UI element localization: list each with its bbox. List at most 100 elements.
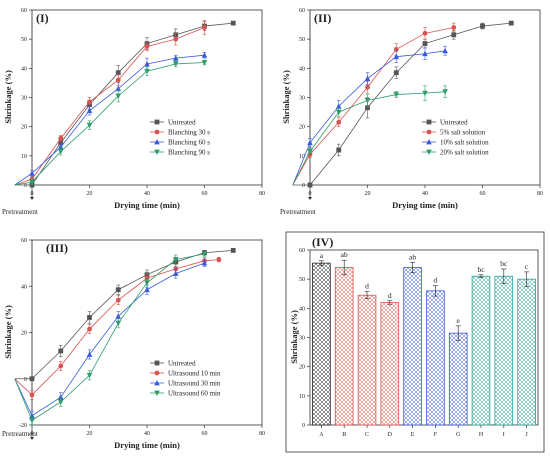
data-point	[29, 170, 35, 176]
data-point	[172, 257, 179, 263]
legend-marker	[426, 129, 432, 135]
x-tick-label: 60	[202, 431, 208, 437]
x-tick-label: I	[503, 432, 505, 438]
data-point	[144, 68, 150, 75]
bar-D	[380, 302, 400, 426]
x-tick-label: D	[388, 432, 393, 438]
bar-C	[357, 294, 377, 426]
y-tick-label: 40	[21, 66, 27, 72]
series-0	[14, 248, 236, 382]
data-point	[172, 55, 179, 61]
data-point	[115, 320, 122, 327]
legend-marker	[154, 370, 160, 376]
bar-H	[471, 275, 491, 426]
x-tick-label: G	[456, 432, 461, 438]
pretreatment-arrowhead	[308, 197, 312, 200]
y-tick-label: 30	[21, 96, 27, 102]
series-line	[14, 27, 205, 186]
data-point	[115, 313, 122, 319]
legend: Untreated Ultrasound 10 min Ultrasound 30 …	[150, 360, 221, 398]
significance-letter: ab	[341, 250, 348, 259]
x-tick-label: 60	[202, 191, 208, 197]
y-axis-title: Shrinkage (%)	[289, 310, 299, 364]
data-point	[393, 53, 400, 60]
axis-ticks: 0204060800102030405060	[21, 8, 265, 197]
data-point	[29, 417, 35, 424]
data-point	[87, 99, 92, 105]
series-2	[292, 46, 448, 186]
x-tick-label: 20	[87, 191, 93, 197]
series-layer	[14, 240, 236, 440]
y-tick-label: 60	[21, 238, 27, 244]
significance-letter: c	[525, 262, 529, 271]
data-point	[86, 122, 93, 129]
y-tick-label: 50	[21, 37, 27, 43]
data-point	[422, 30, 428, 36]
data-point	[201, 60, 208, 66]
y-tick-label: 10	[299, 394, 305, 400]
y-tick-label: 0	[24, 377, 27, 383]
series-3	[292, 85, 448, 186]
y-tick-label: 20	[21, 125, 27, 131]
data-point	[201, 251, 208, 257]
y-tick-label: 60	[21, 8, 27, 14]
legend-label: 10% salt solution	[440, 139, 489, 147]
panel-II: (II) Drying time (min) Shrinkage (%) Pre…	[280, 8, 543, 216]
x-tick-label: C	[365, 432, 369, 438]
series-line	[14, 54, 205, 186]
significance-letter: bc	[500, 259, 508, 268]
series-1	[292, 22, 457, 186]
legend-label: Blanching 90 s	[168, 149, 210, 157]
x-axis-title: Drying time (min)	[114, 200, 180, 210]
data-point	[29, 392, 35, 398]
panel-label: (II)	[314, 11, 331, 25]
data-point	[115, 297, 121, 303]
y-axis-title: Shrinkage (%)	[281, 70, 291, 124]
y-tick-label: 40	[299, 306, 305, 312]
data-point	[115, 93, 122, 100]
y-tick-label: 50	[299, 37, 305, 43]
x-tick-label: E	[411, 432, 415, 438]
plot-frame	[31, 9, 263, 186]
data-point	[172, 61, 179, 67]
data-point	[87, 315, 92, 320]
bar-B	[334, 267, 354, 426]
x-tick-label: J	[525, 432, 528, 438]
x-tick-label: 20	[87, 431, 93, 437]
significance-letter: d	[434, 276, 438, 285]
y-axis-title: Shrinkage (%)	[3, 305, 13, 359]
legend-label: Ultrasound 60 min	[168, 390, 221, 398]
data-point	[29, 376, 35, 382]
data-point	[422, 50, 428, 57]
x-tick-label: 60	[480, 191, 486, 197]
data-point	[451, 25, 457, 30]
data-point	[201, 260, 208, 266]
data-point	[422, 41, 428, 46]
data-point	[115, 85, 122, 92]
x-tick-label: 40	[422, 191, 428, 197]
y-tick-label: -20	[19, 423, 27, 429]
pretreatment-label: Pretreatment	[2, 430, 38, 438]
legend-marker	[154, 360, 160, 366]
bars-layer: a ab d d ab d e bc bc c	[312, 250, 536, 426]
x-tick-label: 40	[144, 431, 150, 437]
data-point	[29, 179, 35, 186]
data-point	[442, 89, 448, 95]
y-tick-label: 0	[24, 183, 27, 189]
x-axis-title: Drying time (min)	[392, 200, 458, 210]
data-point	[442, 47, 448, 54]
data-point	[364, 98, 371, 104]
x-tick-label: 80	[259, 431, 265, 437]
legend-marker	[426, 149, 432, 155]
x-tick-label: 20	[365, 191, 371, 197]
data-point	[335, 109, 342, 116]
bar-G	[448, 332, 468, 426]
legend-marker	[154, 380, 160, 386]
data-point	[365, 84, 370, 90]
data-point	[144, 286, 150, 293]
data-point	[57, 149, 64, 155]
y-tick-label: 50	[299, 277, 305, 283]
data-point	[307, 149, 313, 155]
series-line	[292, 22, 512, 186]
